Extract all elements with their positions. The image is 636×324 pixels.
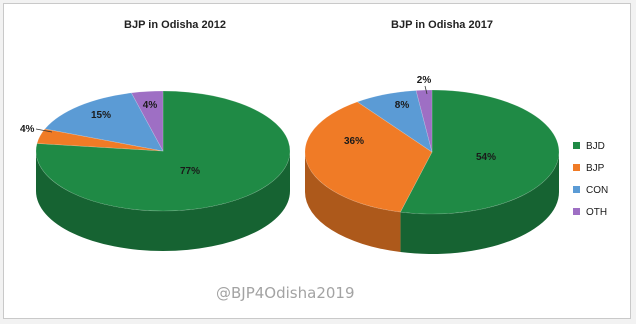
legend-label-bjd: BJD [586,141,605,152]
pie-1-label-bjp: 36% [344,136,364,147]
pie-0-side-bjd [36,151,290,251]
pie-1: 54% 36% 8% 2% [304,75,560,254]
chart-title-2012: BJP in Odisha 2012 [124,19,226,31]
legend: BJD BJP CON OTH [573,141,608,218]
legend-label-oth: OTH [586,207,607,218]
legend-swatch-bjd [573,142,580,149]
pie-1-slice-oth [415,89,433,153]
pie-1-label-bjd: 54% [476,152,496,163]
pie-0: 77% 4% 15% 4% [20,90,291,251]
pie-0-slice-bjp [36,128,164,152]
pie-1-slice-bjp [304,101,433,213]
pie-0-label-oth: 4% [143,100,158,111]
legend-swatch-con [573,186,580,193]
legend-label-bjp: BJP [586,163,605,174]
pie-1-side-bjp [305,152,401,253]
watermark: @BJP4Odisha2019 [216,284,355,302]
chart-title-2017: BJP in Odisha 2017 [391,19,493,31]
pie-0-slice-oth [130,90,164,152]
pie-1-label-con: 8% [395,100,410,111]
legend-swatch-oth [573,208,580,215]
pie-0-label-bjp: 4% [20,124,35,135]
pie-1-label-oth: 2% [417,75,432,86]
pies-group: 77% 4% 15% 4% 54% 36% 8% 2% [20,75,560,254]
pie-0-slice-bjd [35,90,291,212]
pie-0-label-bjd: 77% [180,166,200,177]
pie-1-side-bjd [400,152,559,254]
pie-0-slice-con [44,92,164,152]
pie-1-slice-bjd [399,89,560,215]
pie-1-leader-oth [424,85,428,95]
legend-swatch-bjp [573,164,580,171]
legend-label-con: CON [586,185,608,196]
pie-0-label-con: 15% [91,110,111,121]
pie-1-slice-con [356,90,433,153]
pie-0-leader-bjp [35,128,53,133]
